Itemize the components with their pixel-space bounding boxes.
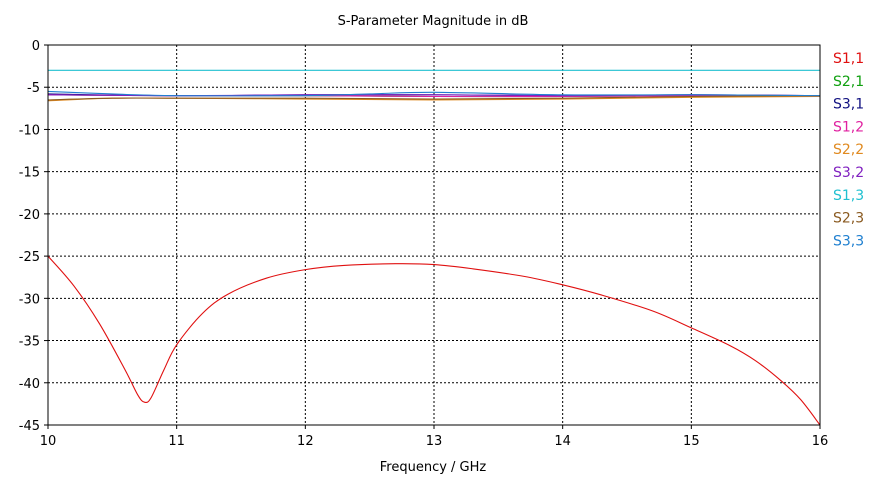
legend-item-s13: S1,3 [833, 188, 864, 204]
grid [48, 45, 820, 425]
legend-item-s31: S3,1 [833, 97, 864, 113]
x-axis-label: Frequency / GHz [380, 460, 487, 475]
x-tick-label: 11 [168, 434, 185, 449]
legend: S1,1 S2,1 S3,1 S1,2 S2,2 S3,2 S1,3 S2,3 S3,3 [833, 51, 864, 249]
axis-ticks: 10 11 12 13 14 15 16 0 -5 -10 -15 -20 -25 -30 -35 -40 -4… [19, 39, 829, 449]
x-tick-label: 16 [812, 434, 829, 449]
legend-item-s12: S1,2 [833, 119, 864, 135]
y-tick-label: 0 [32, 39, 40, 54]
y-tick-label: -20 [19, 208, 40, 223]
x-tick-label: 10 [40, 434, 57, 449]
y-tick-label: -40 [19, 377, 40, 392]
series-line-s33 [47, 90, 821, 97]
chart-title: S-Parameter Magnitude in dB [338, 14, 529, 29]
y-tick-label: -35 [19, 335, 40, 350]
x-tick-label: 15 [683, 434, 700, 449]
legend-item-s23: S2,3 [833, 211, 864, 227]
y-tick-label: -25 [19, 250, 40, 265]
series-lines [47, 69, 821, 426]
y-tick-label: -45 [19, 419, 40, 434]
legend-item-s22: S2,2 [833, 142, 864, 158]
y-tick-label: -10 [19, 123, 40, 138]
series-line-s11 [47, 255, 821, 426]
series-line-s23 [47, 95, 821, 101]
legend-item-s21: S2,1 [833, 74, 864, 90]
legend-item-s33: S3,3 [833, 233, 864, 249]
legend-item-s11: S1,1 [833, 51, 864, 67]
y-tick-label: -15 [19, 166, 40, 181]
x-tick-label: 14 [554, 434, 571, 449]
legend-item-s32: S3,2 [833, 165, 864, 181]
x-tick-label: 13 [426, 434, 443, 449]
y-tick-label: -5 [27, 81, 40, 96]
x-tick-label: 12 [297, 434, 314, 449]
y-tick-label: -30 [19, 292, 40, 307]
